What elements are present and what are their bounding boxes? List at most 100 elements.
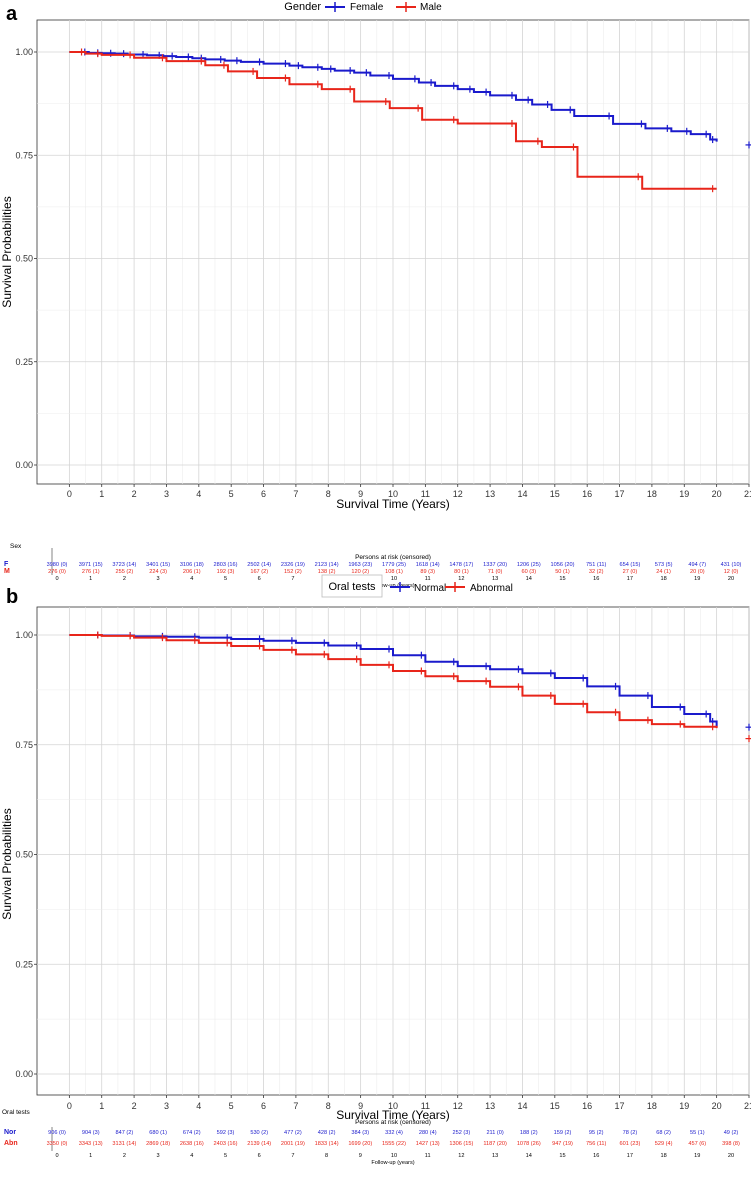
x-tick-label: 16 bbox=[582, 1101, 592, 1111]
risk-year-label: 17 bbox=[627, 1153, 633, 1159]
risk-year-label: 2 bbox=[123, 1153, 126, 1159]
x-tick-label: 15 bbox=[550, 1101, 560, 1111]
risk-cell: 2638 (16) bbox=[180, 1141, 204, 1147]
x-tick-label: 7 bbox=[293, 1101, 298, 1111]
risk-year-label: 0 bbox=[55, 1153, 58, 1159]
risk-cell: 2502 (14) bbox=[247, 562, 271, 568]
grid bbox=[37, 607, 750, 1095]
risk-cell: 95 (2) bbox=[589, 1130, 604, 1136]
x-tick-label: 4 bbox=[196, 1101, 201, 1111]
legend-entry-abnormal: Abnormal bbox=[445, 582, 513, 594]
x-tick-label: 1 bbox=[99, 489, 104, 499]
risk-cell: 192 (3) bbox=[217, 569, 235, 575]
risk-row-label: Nor bbox=[4, 1129, 16, 1136]
risk-cell: 3723 (14) bbox=[112, 562, 136, 568]
axis-ticks: 01234567891011121314151617181920210.000.… bbox=[15, 47, 751, 499]
risk-cell: 431 (10) bbox=[721, 562, 742, 568]
risk-cell: 1963 (23) bbox=[348, 562, 372, 568]
risk-group-title: Sex bbox=[10, 543, 22, 550]
x-axis-label: Survival Time (Years) bbox=[336, 497, 450, 511]
y-axis-label: Survival Probabilities bbox=[0, 196, 14, 307]
x-tick-label: 7 bbox=[293, 489, 298, 499]
risk-cell: 530 (2) bbox=[250, 1130, 268, 1136]
risk-cell: 3131 (14) bbox=[112, 1141, 136, 1147]
legend-title: Oral tests bbox=[328, 581, 376, 593]
risk-year-label: 15 bbox=[559, 1153, 565, 1159]
risk-cell: 71 (0) bbox=[488, 569, 503, 575]
y-tick-label: 0.50 bbox=[15, 850, 33, 860]
risk-year-label: 11 bbox=[425, 1153, 431, 1159]
risk-year-label: 1 bbox=[89, 576, 92, 582]
risk-cell: 756 (11) bbox=[586, 1141, 607, 1147]
risk-year-label: 17 bbox=[627, 576, 633, 582]
risk-year-label: 4 bbox=[190, 1153, 193, 1159]
risk-year-label: 7 bbox=[291, 1153, 294, 1159]
risk-cell: 2869 (18) bbox=[146, 1141, 170, 1147]
x-tick-label: 10 bbox=[388, 1101, 398, 1111]
survival-curves bbox=[69, 48, 751, 193]
risk-cell: 1779 (25) bbox=[382, 562, 406, 568]
risk-cell: 49 (2) bbox=[724, 1130, 739, 1136]
risk-cell: 159 (2) bbox=[554, 1130, 572, 1136]
legend-label-normal: Normal bbox=[414, 583, 446, 594]
x-tick-label: 14 bbox=[517, 489, 527, 499]
x-axis-label: Survival Time (Years) bbox=[336, 1108, 450, 1122]
risk-year-label: 18 bbox=[660, 1153, 666, 1159]
x-tick-label: 16 bbox=[582, 489, 592, 499]
risk-cell: 89 (3) bbox=[420, 569, 435, 575]
legend-label-abnormal: Abnormal bbox=[470, 583, 513, 594]
risk-cell: 3971 (15) bbox=[79, 562, 103, 568]
risk-year-label: 5 bbox=[224, 1153, 227, 1159]
x-tick-label: 11 bbox=[421, 1101, 430, 1111]
risk-cell: 276 (0) bbox=[48, 569, 66, 575]
survival-curve-abnormal bbox=[69, 634, 718, 729]
risk-year-label: 14 bbox=[526, 1153, 532, 1159]
legend-entry-normal: Normal bbox=[390, 582, 446, 594]
x-tick-label: 5 bbox=[229, 489, 234, 499]
risk-year-label: 9 bbox=[359, 1153, 362, 1159]
risk-year-label: 7 bbox=[291, 576, 294, 582]
risk-year-label: 16 bbox=[593, 1153, 599, 1159]
x-tick-label: 0 bbox=[67, 1101, 72, 1111]
risk-year-label: 13 bbox=[492, 576, 498, 582]
risk-cell: 573 (5) bbox=[655, 562, 673, 568]
risk-header: Persons at risk (censored) bbox=[355, 554, 431, 561]
x-tick-label: 17 bbox=[615, 489, 625, 499]
risk-cell: 167 (2) bbox=[250, 569, 268, 575]
risk-cell: 428 (2) bbox=[318, 1130, 336, 1136]
risk-cell: 680 (1) bbox=[149, 1130, 167, 1136]
risk-cell: 457 (6) bbox=[688, 1141, 706, 1147]
risk-year-label: 4 bbox=[190, 576, 193, 582]
risk-cell: 80 (1) bbox=[454, 569, 469, 575]
x-tick-label: 18 bbox=[647, 489, 657, 499]
risk-cell: 494 (7) bbox=[688, 562, 706, 568]
x-tick-label: 14 bbox=[517, 1101, 527, 1111]
x-tick-label: 13 bbox=[485, 489, 495, 499]
legend-entry-female: Female bbox=[325, 2, 384, 13]
survival-curve-male bbox=[69, 51, 717, 190]
y-tick-label: 0.00 bbox=[15, 460, 33, 470]
risk-row-label: Abn bbox=[4, 1140, 18, 1147]
risk-cell: 138 (2) bbox=[318, 569, 336, 575]
risk-cell: 120 (2) bbox=[351, 569, 369, 575]
risk-year-label: 18 bbox=[660, 576, 666, 582]
legend-entry-male: Male bbox=[396, 2, 442, 13]
risk-cell: 906 (0) bbox=[48, 1130, 66, 1136]
risk-cell: 2403 (16) bbox=[214, 1141, 238, 1147]
risk-year-label: 19 bbox=[694, 1153, 700, 1159]
risk-cell: 224 (3) bbox=[149, 569, 167, 575]
risk-row-label: M bbox=[4, 568, 10, 575]
risk-cell: 1699 (20) bbox=[348, 1141, 372, 1147]
risk-year-label: 3 bbox=[157, 576, 160, 582]
y-tick-label: 1.00 bbox=[15, 47, 33, 57]
risk-cell: 3343 (13) bbox=[79, 1141, 103, 1147]
legend-label-male: Male bbox=[420, 2, 442, 13]
risk-year-label: 12 bbox=[458, 1153, 464, 1159]
risk-year-label: 0 bbox=[55, 576, 58, 582]
risk-cell: 255 (2) bbox=[116, 569, 134, 575]
risk-header: Persons at risk (censored) bbox=[355, 1119, 431, 1126]
risk-year-label: 13 bbox=[492, 1153, 498, 1159]
risk-year-label: 12 bbox=[458, 576, 464, 582]
panel-label: a bbox=[6, 3, 18, 25]
